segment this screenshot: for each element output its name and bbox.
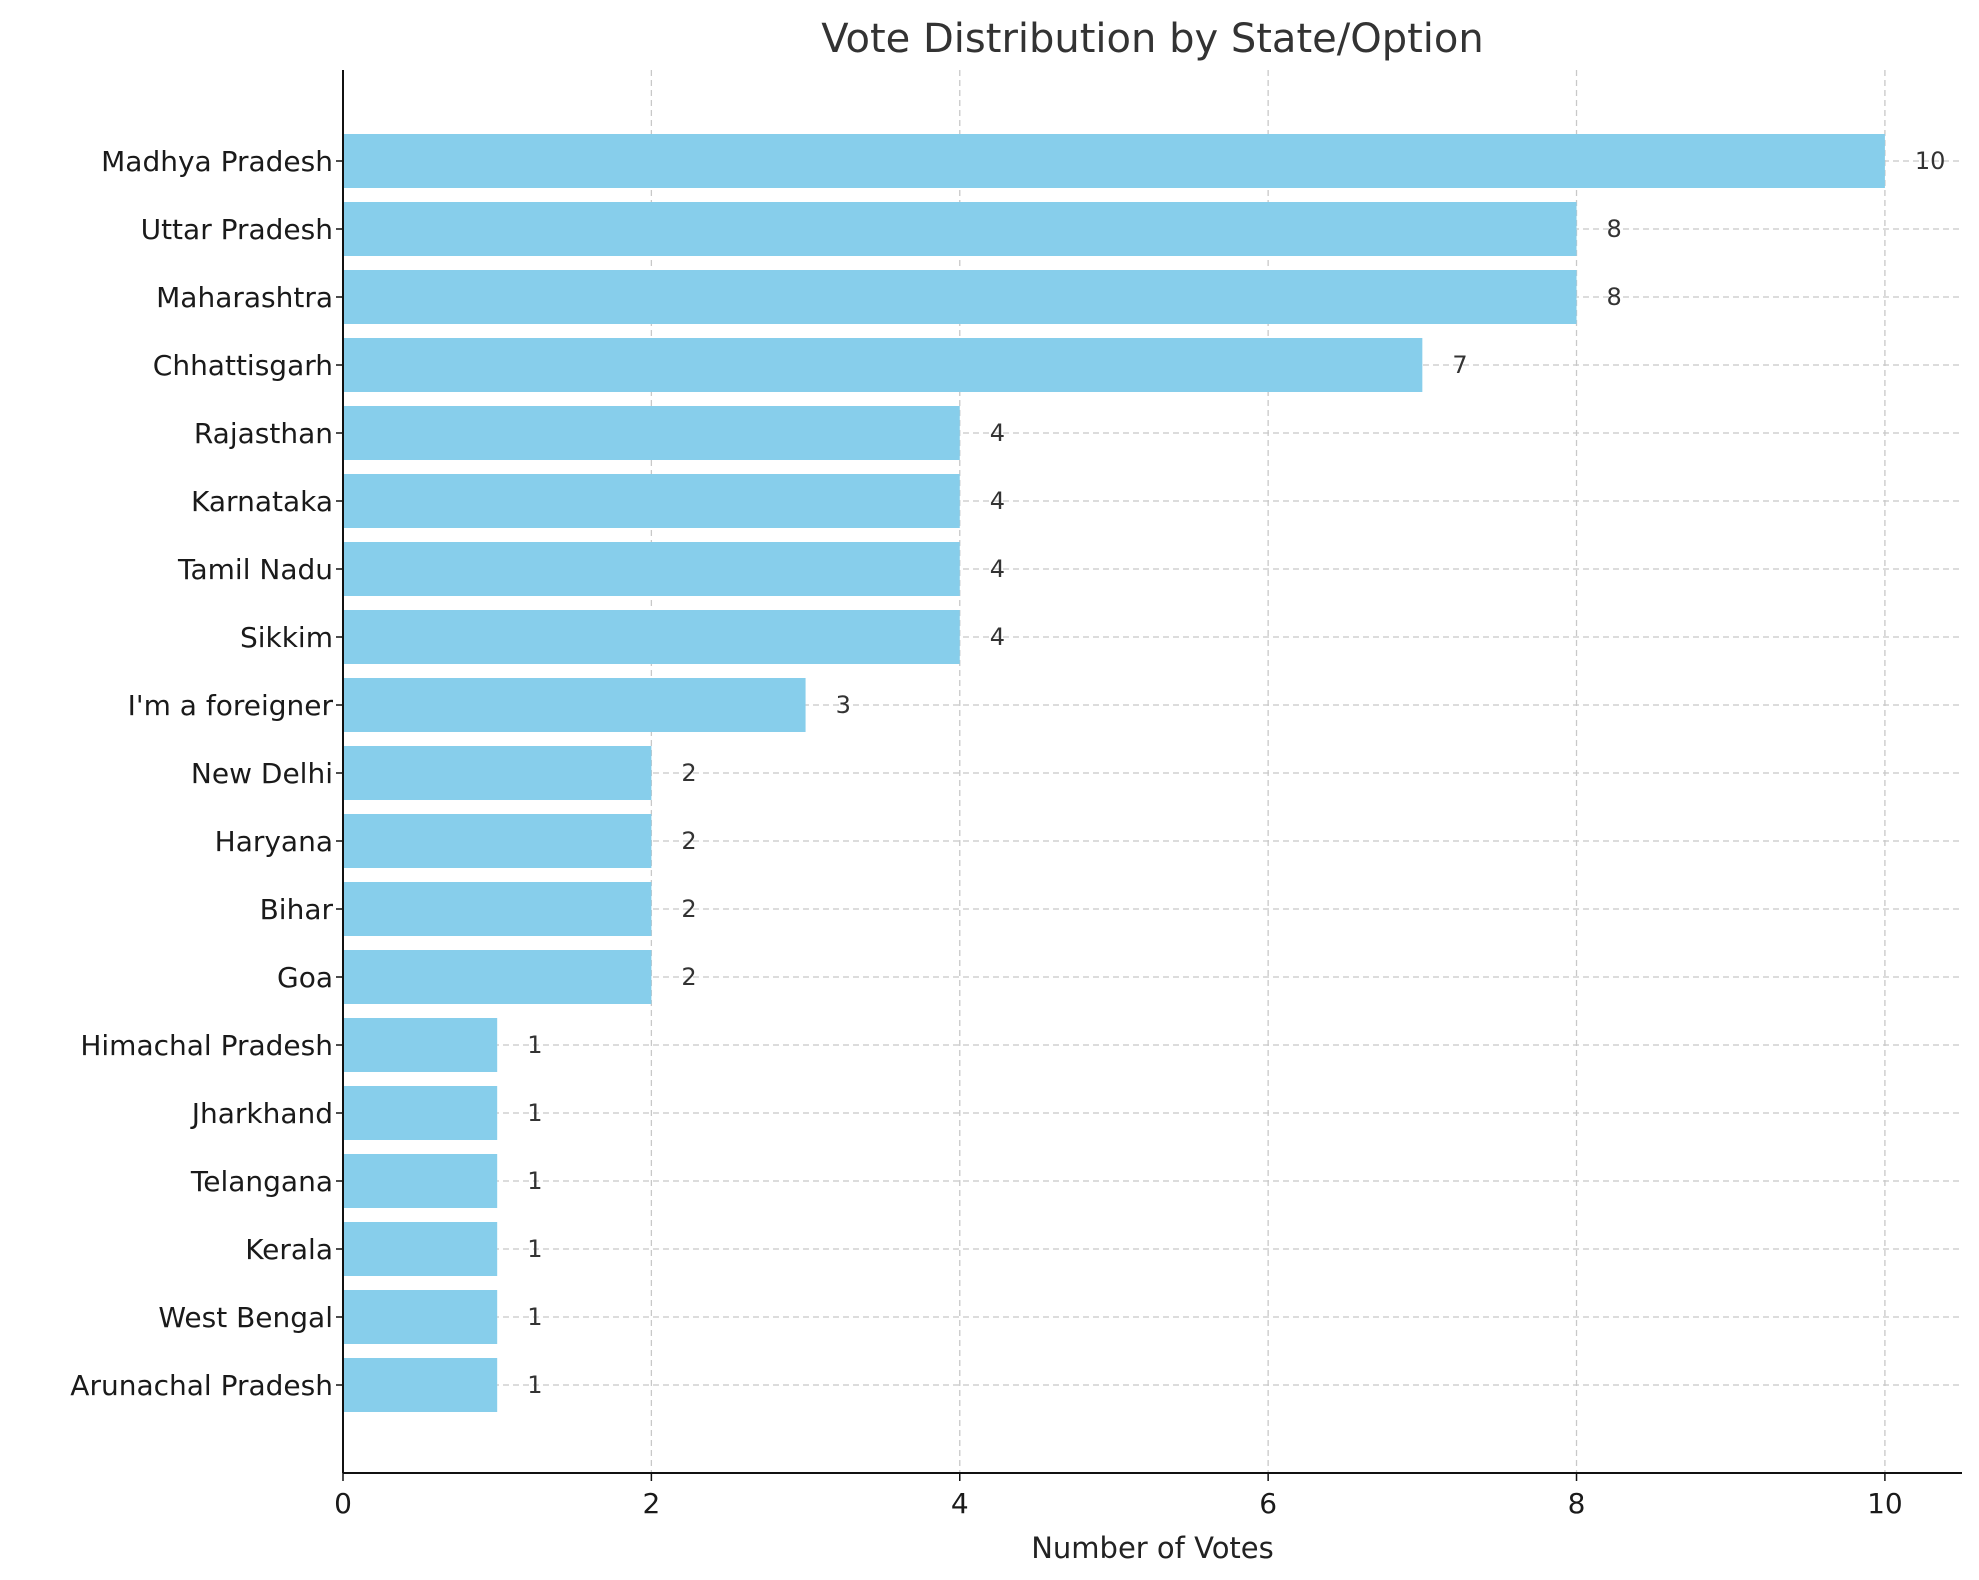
category-label: Rajasthan <box>194 417 333 450</box>
value-label: 1 <box>527 1167 542 1195</box>
bar <box>343 1290 498 1344</box>
value-labels: 10 8 8 7 4 4 4 4 3 2 2 2 2 1 1 1 1 1 1 <box>527 147 1945 1399</box>
value-label: 4 <box>990 419 1005 447</box>
category-label: Karnataka <box>191 485 333 518</box>
value-label: 2 <box>681 759 696 787</box>
bar <box>343 134 1885 188</box>
value-label: 4 <box>990 487 1005 515</box>
category-labels: Madhya Pradesh Uttar Pradesh Maharashtra Ch… <box>70 145 333 1402</box>
bar <box>343 270 1577 324</box>
value-label: 4 <box>990 623 1005 651</box>
value-label: 1 <box>527 1303 542 1331</box>
value-label: 2 <box>681 895 696 923</box>
bar <box>343 1222 498 1276</box>
bars <box>343 134 1885 1412</box>
x-axis-title: Number of Votes <box>1031 1531 1274 1565</box>
value-label: 8 <box>1607 283 1622 311</box>
bar <box>343 406 960 460</box>
category-label: Maharashtra <box>156 281 333 314</box>
chart-title: Vote Distribution by State/Option <box>821 16 1483 62</box>
bar <box>343 474 960 528</box>
category-label: I'm a foreigner <box>128 689 334 722</box>
category-label: Sikkim <box>240 621 333 654</box>
x-axis-ticks: 0 2 4 6 8 10 <box>334 160 1903 1520</box>
category-label: Chhattisgarh <box>153 349 333 382</box>
category-label: Arunachal Pradesh <box>70 1369 333 1402</box>
x-tick-label: 0 <box>334 1487 352 1520</box>
bar <box>343 338 1423 392</box>
value-label: 8 <box>1607 215 1622 243</box>
value-label: 7 <box>1452 351 1467 379</box>
value-label: 2 <box>681 827 696 855</box>
bar <box>343 202 1577 256</box>
bar <box>343 1154 498 1208</box>
bar <box>343 950 652 1004</box>
x-tick-label: 2 <box>642 1487 660 1520</box>
category-label: Madhya Pradesh <box>101 145 333 178</box>
bar <box>343 746 652 800</box>
value-label: 3 <box>836 691 851 719</box>
category-label: West Bengal <box>158 1301 333 1334</box>
bar <box>343 610 960 664</box>
category-label: Goa <box>277 961 333 994</box>
value-label: 2 <box>681 963 696 991</box>
bar <box>343 678 806 732</box>
x-tick-label: 6 <box>1259 1487 1277 1520</box>
value-label: 1 <box>527 1031 542 1059</box>
value-label: 1 <box>527 1371 542 1399</box>
value-label: 1 <box>527 1099 542 1127</box>
category-label: Kerala <box>245 1233 333 1266</box>
category-label: Telangana <box>190 1165 333 1198</box>
x-tick-label: 8 <box>1568 1487 1586 1520</box>
bar <box>343 542 960 596</box>
bar <box>343 814 652 868</box>
category-label: Uttar Pradesh <box>141 213 333 246</box>
category-label: New Delhi <box>191 757 333 790</box>
value-label: 1 <box>527 1235 542 1263</box>
x-tick-label: 4 <box>951 1487 969 1520</box>
bar <box>343 1358 498 1412</box>
category-label: Jharkhand <box>190 1097 333 1130</box>
bar <box>343 1018 498 1072</box>
category-label: Bihar <box>260 893 334 926</box>
value-label: 4 <box>990 555 1005 583</box>
bar <box>343 882 652 936</box>
category-label: Himachal Pradesh <box>80 1029 333 1062</box>
value-label: 10 <box>1915 147 1946 175</box>
x-tick-label: 10 <box>1867 1487 1903 1520</box>
category-label: Tamil Nadu <box>177 553 333 586</box>
axes <box>342 70 1962 1474</box>
bar <box>343 1086 498 1140</box>
category-label: Haryana <box>215 825 333 858</box>
